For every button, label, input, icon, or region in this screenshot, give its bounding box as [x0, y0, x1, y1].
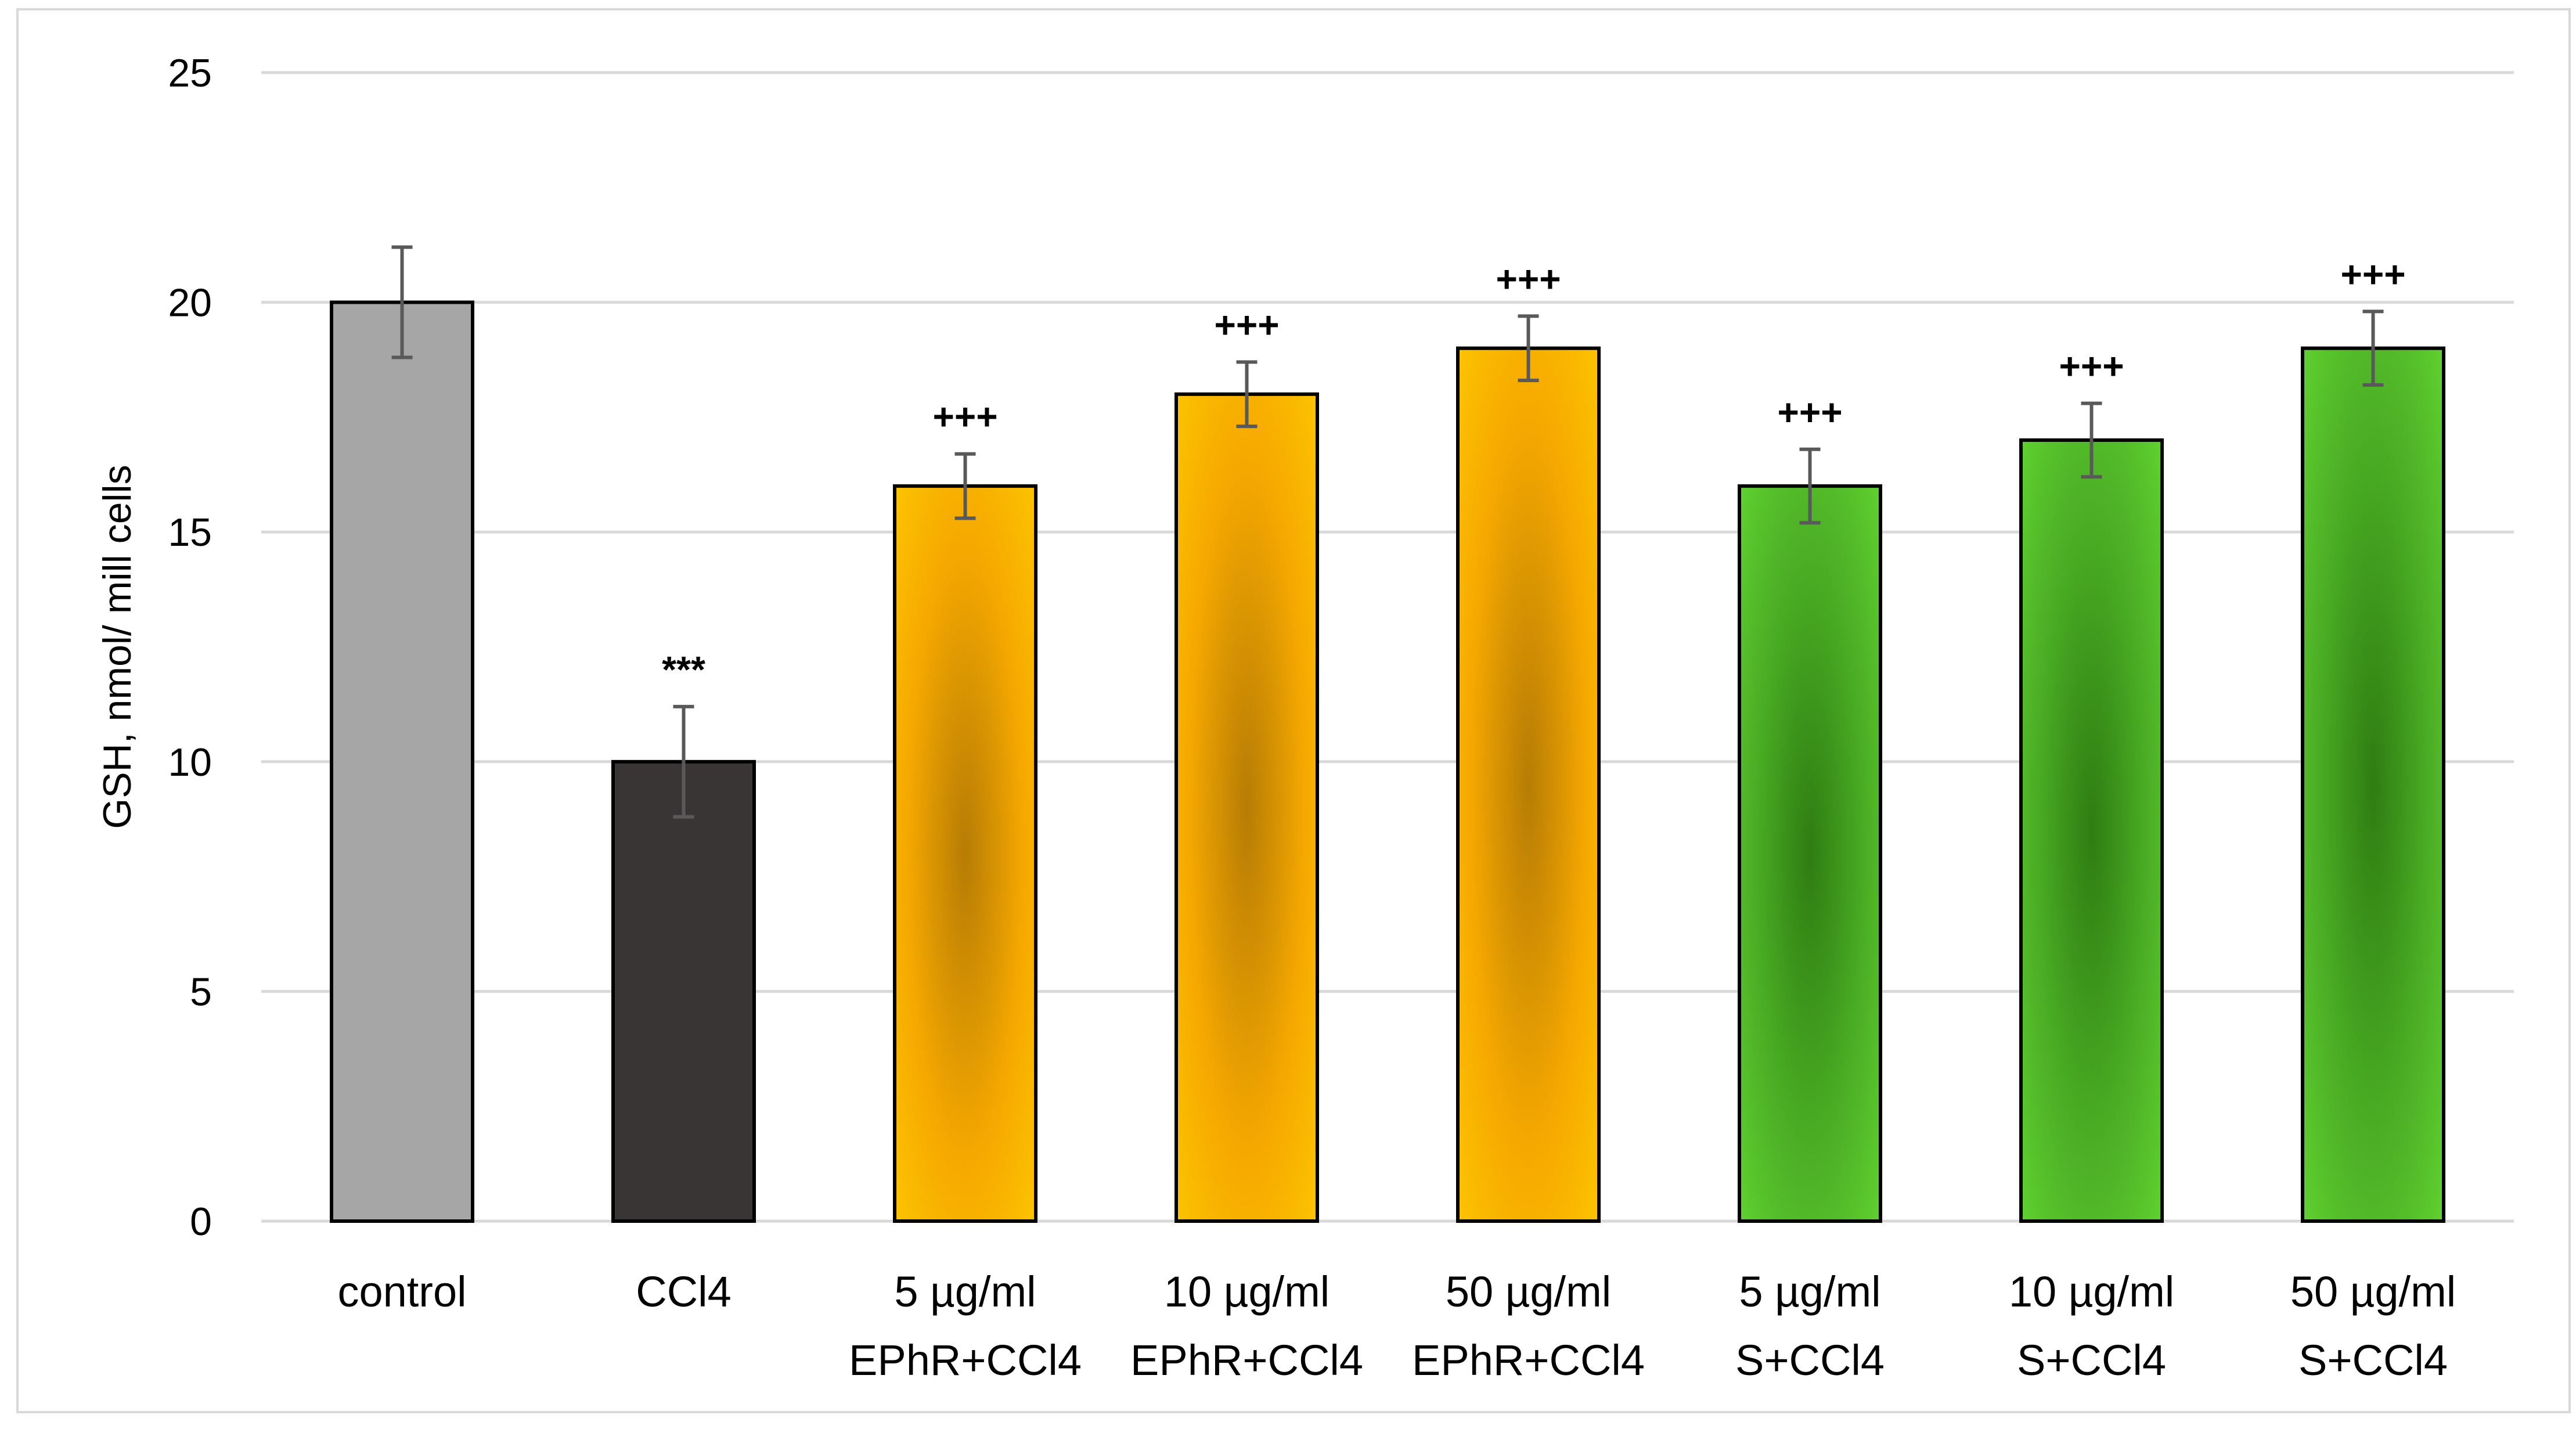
significance-label-3: +++	[1214, 304, 1279, 345]
bar-1	[611, 760, 756, 1223]
category-label: S+CCl4	[1735, 1336, 1885, 1384]
category-label: 10 µg/ml	[2009, 1268, 2174, 1316]
y-axis-label: GSH, nmol/ mill cells	[95, 465, 139, 829]
bar-0	[330, 300, 474, 1223]
category-label: 5 µg/ml	[1739, 1268, 1880, 1316]
y-tick-label: 25	[168, 51, 212, 95]
y-tick-label: 15	[168, 510, 212, 555]
category-label: EPhR+CCl4	[1130, 1336, 1363, 1384]
significance-label-1: ***	[662, 649, 705, 690]
bar-7	[2301, 346, 2445, 1223]
bar-5	[1738, 484, 1882, 1223]
category-label: CCl4	[636, 1268, 731, 1316]
significance-label-6: +++	[2059, 345, 2124, 387]
category-label: 10 µg/ml	[1164, 1268, 1330, 1316]
significance-label-2: +++	[932, 396, 997, 438]
category-label: 50 µg/ml	[1446, 1268, 1611, 1316]
bar-3	[1174, 392, 1319, 1223]
significance-label-5: +++	[1777, 391, 1842, 433]
category-label: EPhR+CCl4	[1412, 1336, 1645, 1384]
bar-4	[1456, 346, 1601, 1223]
category-label: S+CCl4	[2298, 1336, 2448, 1384]
category-label: control	[337, 1268, 466, 1316]
y-tick-label: 0	[190, 1200, 212, 1244]
y-tick-label: 5	[190, 970, 212, 1014]
category-label: 5 µg/ml	[894, 1268, 1036, 1316]
significance-label-7: +++	[2340, 253, 2405, 295]
y-tick-label: 10	[168, 740, 212, 784]
category-label: S+CCl4	[2017, 1336, 2166, 1384]
bar-2	[893, 484, 1037, 1223]
category-label: EPhR+CCl4	[849, 1336, 1082, 1384]
y-tick-label: 20	[168, 281, 212, 325]
category-label: 50 µg/ml	[2290, 1268, 2456, 1316]
bar-6	[2019, 438, 2164, 1223]
significance-label-4: +++	[1496, 258, 1561, 300]
